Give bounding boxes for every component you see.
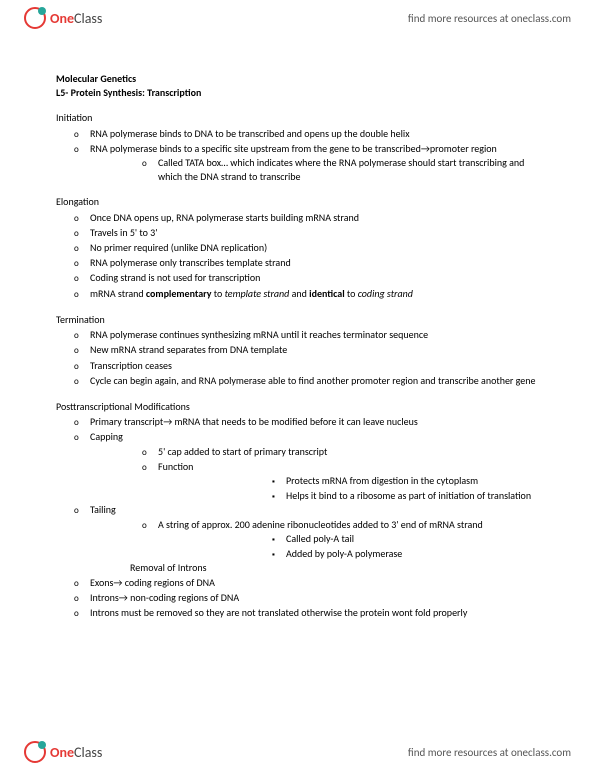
list-item-text: A string of approx. 200 adenine ribonucl…: [158, 518, 483, 531]
list-item: Coding strand is not used for transcript…: [90, 271, 539, 285]
logo-part2: Class: [74, 10, 102, 27]
list-item: RNA polymerase binds to DNA to be transc…: [90, 127, 539, 141]
sublist: A string of approx. 200 adenine ribonucl…: [90, 518, 539, 561]
header-resource-link[interactable]: find more resources at oneclass.com: [408, 12, 571, 25]
list-item: Travels in 5' to 3': [90, 226, 539, 240]
list-item: Added by poly-A polymerase: [286, 547, 539, 561]
sublist: 5' cap added to start of primary transcr…: [90, 445, 539, 503]
list-item: Introns→ non-coding regions of DNA: [90, 591, 539, 605]
list: RNA polymerase binds to DNA to be transc…: [56, 127, 539, 184]
list-item: mRNA strand complementary to template st…: [90, 287, 539, 301]
list: Primary transcript→ mRNA that needs to b…: [56, 415, 539, 620]
sublist: Called TATA box… which indicates where t…: [90, 156, 539, 184]
sublist: Removal of Introns: [90, 561, 539, 575]
logo-icon: [24, 741, 46, 763]
list-item: Called TATA box… which indicates where t…: [158, 156, 539, 184]
logo-icon: [24, 7, 46, 29]
list-item: Removal of Introns: [130, 561, 539, 575]
list-item-text: Function: [158, 460, 193, 473]
list-item-text: Capping: [90, 430, 123, 443]
section-heading: Posttranscriptional Modifications: [56, 400, 539, 414]
list-item-text: Tailing: [90, 503, 116, 516]
list-item: Transcription ceases: [90, 359, 539, 373]
document-body: Molecular Genetics L5- Protein Synthesis…: [0, 36, 595, 641]
section-heading: Initiation: [56, 111, 539, 125]
list: RNA polymerase continues synthesizing mR…: [56, 328, 539, 388]
list-item: Called poly-A tail: [286, 532, 539, 546]
list: Once DNA opens up, RNA polymerase starts…: [56, 211, 539, 301]
logo-part1: One: [50, 744, 74, 761]
list-item: RNA polymerase binds to a specific site …: [90, 142, 539, 184]
doc-title-2: L5- Protein Synthesis: Transcription: [56, 86, 539, 100]
list-item-text: RNA polymerase binds to a specific site …: [90, 142, 497, 155]
section-heading: Termination: [56, 313, 539, 327]
brand-logo: OneClass: [24, 741, 102, 763]
page-header: OneClass find more resources at oneclass…: [0, 0, 595, 36]
list-item: RNA polymerase only transcribes template…: [90, 256, 539, 270]
list-item: 5' cap added to start of primary transcr…: [158, 445, 539, 459]
list-item: Primary transcript→ mRNA that needs to b…: [90, 415, 539, 429]
list-item: No primer required (unlike DNA replicati…: [90, 241, 539, 255]
list-item: New mRNA strand separates from DNA templ…: [90, 343, 539, 357]
list-item: Once DNA opens up, RNA polymerase starts…: [90, 211, 539, 225]
list-item: Tailing A string of approx. 200 adenine …: [90, 503, 539, 574]
list-item: Protects mRNA from digestion in the cyto…: [286, 474, 539, 488]
footer-resource-link[interactable]: find more resources at oneclass.com: [408, 746, 571, 759]
list-item: Exons→ coding regions of DNA: [90, 576, 539, 590]
list-item: Capping 5' cap added to start of primary…: [90, 430, 539, 502]
section-heading: Elongation: [56, 195, 539, 209]
logo-part2: Class: [74, 744, 102, 761]
sublist: Called poly-A tail Added by poly-A polym…: [158, 532, 539, 561]
list-item: Helps it bind to a ribosome as part of i…: [286, 489, 539, 503]
logo-text: OneClass: [50, 744, 102, 761]
list-item: Cycle can begin again, and RNA polymeras…: [90, 374, 539, 388]
doc-title-1: Molecular Genetics: [56, 72, 539, 86]
logo-part1: One: [50, 10, 74, 27]
sublist: Protects mRNA from digestion in the cyto…: [158, 474, 539, 503]
brand-logo: OneClass: [24, 7, 102, 29]
list-item: Introns must be removed so they are not …: [90, 606, 539, 620]
page-footer: OneClass find more resources at oneclass…: [0, 734, 595, 770]
logo-text: OneClass: [50, 10, 102, 27]
list-item: RNA polymerase continues synthesizing mR…: [90, 328, 539, 342]
list-item: A string of approx. 200 adenine ribonucl…: [158, 518, 539, 561]
list-item: Function Protects mRNA from digestion in…: [158, 460, 539, 503]
